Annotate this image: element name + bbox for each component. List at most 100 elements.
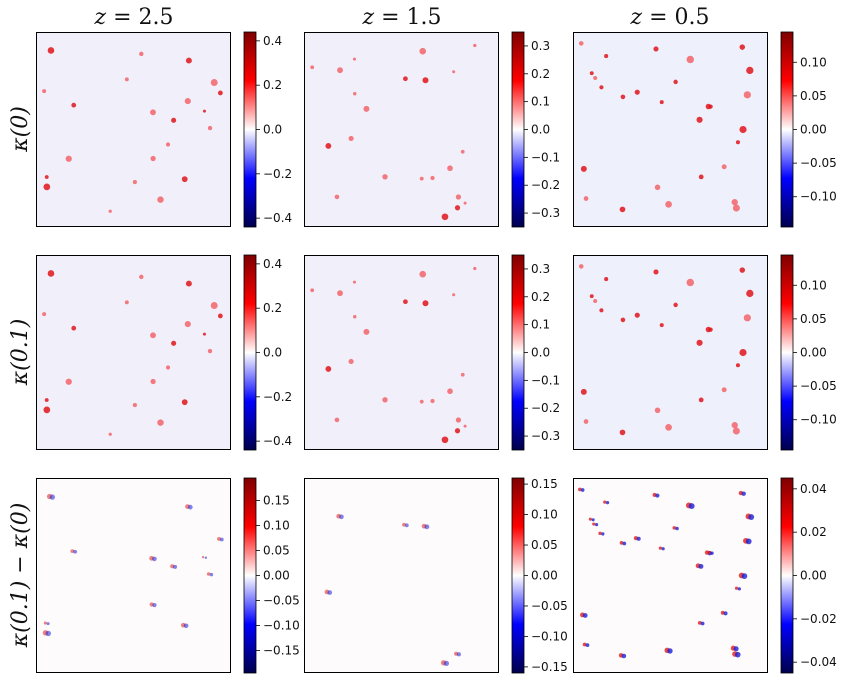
colorbar-r2-c0 bbox=[243, 477, 257, 674]
colorbar-tick-label: −0.4 bbox=[263, 211, 292, 225]
heatmap-frame bbox=[304, 32, 499, 227]
heatmap-peak bbox=[44, 398, 49, 402]
heatmap-dipole-negative bbox=[741, 491, 746, 496]
heatmap-peak bbox=[732, 427, 740, 435]
heatmap-frame bbox=[36, 255, 231, 450]
heatmap-peak bbox=[659, 100, 664, 105]
column-title-value: = 2.5 bbox=[106, 5, 173, 30]
heatmap-dipole-negative bbox=[622, 541, 627, 546]
heatmap-peak bbox=[42, 312, 47, 317]
heatmap-peak bbox=[589, 71, 594, 76]
heatmap-dipole-negative bbox=[688, 503, 695, 510]
heatmap-dipole-negative bbox=[661, 547, 665, 551]
heatmap-peak bbox=[732, 204, 740, 212]
heatmap-dipole-negative bbox=[327, 590, 333, 595]
column-title-value: = 1.5 bbox=[374, 5, 441, 30]
heatmap-peak bbox=[334, 194, 340, 200]
heatmap-dipole-positive bbox=[734, 586, 739, 590]
heatmap-peak bbox=[185, 280, 192, 287]
heatmap-dipole-positive bbox=[598, 531, 602, 535]
heatmap-dipole-negative bbox=[591, 518, 595, 522]
heatmap-peak bbox=[460, 149, 465, 154]
heatmap-peak bbox=[686, 55, 695, 64]
heatmap-dipole-negative bbox=[601, 532, 605, 536]
heatmap-peak bbox=[185, 57, 192, 64]
colorbar-tick-label: −0.10 bbox=[263, 619, 300, 633]
heatmap-peak bbox=[47, 270, 55, 277]
heatmap-peak bbox=[132, 180, 137, 185]
heatmap-peak bbox=[337, 290, 343, 297]
heatmap-peak bbox=[746, 289, 754, 298]
heatmap-peak bbox=[334, 417, 340, 423]
heatmap-texture bbox=[304, 255, 499, 450]
colorbar-tick-label: 0.10 bbox=[531, 508, 558, 522]
colorbar-tick-label: −0.1 bbox=[531, 150, 560, 164]
heatmap-dipole-negative bbox=[404, 523, 409, 528]
heatmap-dipole-negative bbox=[443, 660, 450, 667]
heatmap-peak bbox=[463, 424, 467, 428]
heatmap-dipole-positive bbox=[707, 550, 711, 555]
colorbar-tick-label: −0.2 bbox=[531, 401, 560, 415]
colorbar-tick-label: 0.3 bbox=[531, 262, 550, 276]
heatmap-texture bbox=[36, 255, 231, 450]
heatmap-frame bbox=[304, 478, 499, 673]
heatmap-peak bbox=[202, 332, 206, 336]
heatmap-peak bbox=[419, 176, 424, 181]
heatmap-peak bbox=[447, 388, 453, 395]
colorbar-tick-label: −0.2 bbox=[263, 167, 292, 181]
heatmap-peak bbox=[739, 44, 746, 50]
heatmap-dipole-negative bbox=[745, 538, 752, 545]
panels-group: 0.4 0.2 0.0 −0.2 −0.4 0.3 0.2 0.1 0.0 −0.1 −0.2 −0.… bbox=[36, 31, 837, 674]
heatmap-peak bbox=[578, 264, 584, 269]
heatmap-peak bbox=[455, 417, 462, 423]
colorbar-tick-label: −0.3 bbox=[531, 206, 560, 220]
heatmap-peak bbox=[673, 302, 678, 308]
colorbar-r1-c2 bbox=[780, 254, 794, 451]
colorbar-tick-label: 0.2 bbox=[531, 67, 550, 81]
heatmap-peak bbox=[454, 205, 461, 211]
heatmap-dipole-negative bbox=[209, 572, 214, 577]
colorbar-tick-label: 0.0 bbox=[531, 346, 550, 360]
heatmap-dipole-negative bbox=[594, 523, 599, 527]
heatmap-peak bbox=[422, 77, 429, 84]
colorbar-tick-label: 0.4 bbox=[263, 257, 282, 271]
heatmap-peak bbox=[599, 308, 604, 313]
colorbar-tick-label: 0.10 bbox=[800, 278, 827, 292]
heatmap-peak bbox=[44, 175, 49, 179]
colorbar-r0-c2 bbox=[780, 31, 794, 228]
heatmap-peak bbox=[210, 79, 218, 87]
heatmap-peak bbox=[604, 54, 609, 59]
column-title-z0-5: z = 0.5 bbox=[629, 5, 709, 30]
heatmap-peak bbox=[325, 143, 332, 149]
heatmap-peak bbox=[620, 317, 626, 323]
heatmap-peak bbox=[452, 293, 456, 297]
colorbar-tick-label: 0.05 bbox=[800, 89, 827, 103]
heatmap-frame bbox=[36, 32, 231, 227]
heatmap-peak bbox=[150, 378, 156, 385]
heatmap-peak bbox=[634, 312, 640, 318]
heatmap-peak bbox=[382, 174, 388, 180]
heatmap-texture bbox=[573, 255, 768, 450]
colorbar-tick-label: 0.00 bbox=[263, 569, 290, 583]
heatmap-peak bbox=[382, 397, 388, 403]
column-title-var: z bbox=[629, 5, 642, 30]
heatmap-peak bbox=[150, 332, 156, 339]
colorbar-tick-label: −0.05 bbox=[800, 156, 837, 170]
colorbar-tick-label: 0.0 bbox=[263, 123, 282, 137]
heatmap-texture bbox=[573, 478, 768, 673]
colorbar-tick-label: 0.0 bbox=[531, 123, 550, 137]
heatmap-frame bbox=[573, 255, 768, 450]
heatmap-peak bbox=[65, 155, 72, 162]
heatmap-dipole-positive bbox=[201, 555, 205, 559]
heatmap-peak bbox=[325, 366, 332, 372]
colorbar-tick-label: 0.15 bbox=[263, 494, 290, 508]
heatmap-peak bbox=[746, 66, 754, 75]
colorbar-tick-label: 0.02 bbox=[800, 525, 827, 539]
colorbar-tick-label: −0.2 bbox=[263, 390, 292, 404]
colorbar-tick-label: −0.10 bbox=[800, 190, 837, 204]
heatmap-peak bbox=[620, 94, 626, 100]
heatmap-dipole-negative bbox=[46, 622, 50, 626]
heatmap-frame bbox=[573, 32, 768, 227]
heatmap-peak bbox=[210, 302, 218, 310]
heatmap-peak bbox=[419, 270, 427, 278]
